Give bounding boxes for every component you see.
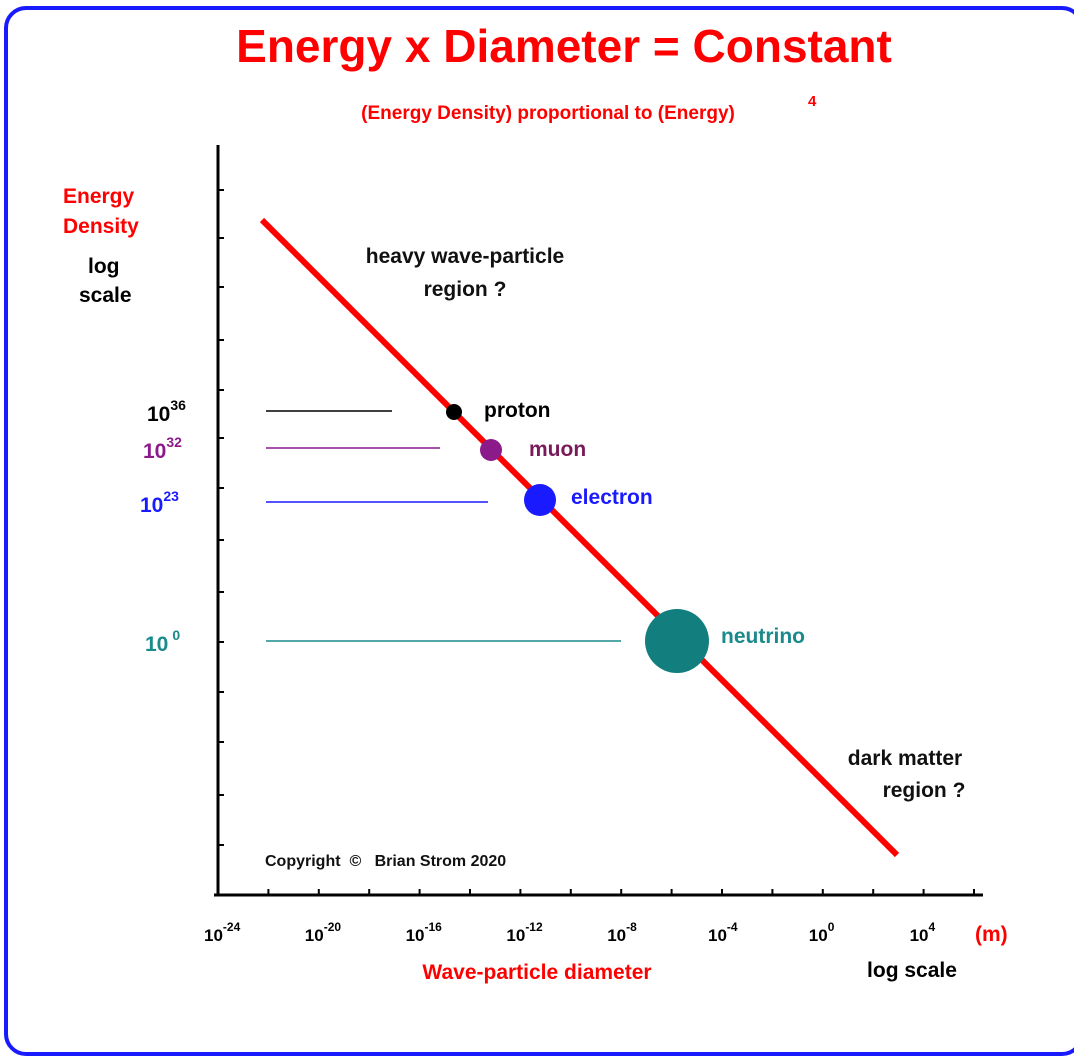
proton-marker bbox=[446, 404, 462, 420]
y-tick-label: 10 0 bbox=[145, 627, 180, 656]
x-tick-label: 10-12 bbox=[506, 920, 543, 945]
heavy-region-label-line-2: region ? bbox=[424, 278, 507, 301]
x-tick-label: 100 bbox=[809, 920, 835, 945]
x-axis-label: Wave-particle diameter bbox=[422, 961, 651, 984]
muon-label: muon bbox=[529, 438, 586, 461]
chart-title: Energy x Diameter = Constant bbox=[236, 20, 892, 72]
particle-markers: proton muon electron neutrino bbox=[446, 399, 805, 673]
electron-label: electron bbox=[571, 486, 653, 509]
y-tick-label: 1036 bbox=[147, 397, 186, 426]
reference-lines bbox=[266, 410, 621, 642]
dark-region-label-line-2: region ? bbox=[883, 779, 966, 802]
x-axis-scale-label: log scale bbox=[867, 959, 957, 982]
x-tick-label: 10-4 bbox=[708, 920, 738, 945]
heavy-region-label-line-1: heavy wave-particle bbox=[366, 245, 564, 268]
x-tick-label: 10-16 bbox=[406, 920, 443, 945]
y-tick-labels: 1036 1032 1023 10 0 bbox=[140, 397, 186, 656]
chart-subtitle-superscript: 4 bbox=[808, 93, 817, 110]
x-tick-label: 10-8 bbox=[607, 920, 637, 945]
chart-subtitle: (Energy Density) proportional to (Energy… bbox=[361, 103, 735, 124]
y-axis-scale-line-1: log bbox=[88, 255, 120, 278]
neutrino-label: neutrino bbox=[721, 625, 805, 648]
x-tick-label: 10-20 bbox=[305, 920, 342, 945]
x-tick-label: 10-24 bbox=[204, 920, 241, 945]
y-axis-scale-line-2: scale bbox=[79, 284, 132, 307]
x-tick-label: 104 bbox=[910, 920, 936, 945]
x-tick-labels: 10-24 10-20 10-16 10-12 10-8 10-4 100 104 bbox=[204, 920, 936, 945]
energy-diameter-line bbox=[259, 217, 900, 858]
y-axis-label-line-2: Density bbox=[63, 215, 139, 238]
y-axis-label-line-1: Energy bbox=[63, 185, 135, 208]
proton-label: proton bbox=[484, 399, 550, 422]
electron-marker bbox=[524, 484, 556, 516]
y-axis-ticks bbox=[218, 189, 224, 846]
copyright-text: Copyright © Brian Strom 2020 bbox=[265, 853, 506, 870]
y-tick-label: 1032 bbox=[143, 434, 182, 463]
dark-region-label-line-1: dark matter bbox=[848, 747, 962, 770]
muon-marker bbox=[480, 439, 502, 461]
x-axis-unit: (m) bbox=[975, 923, 1008, 946]
y-tick-label: 1023 bbox=[140, 488, 179, 517]
neutrino-marker bbox=[645, 609, 709, 673]
x-axis-ticks bbox=[217, 889, 975, 895]
